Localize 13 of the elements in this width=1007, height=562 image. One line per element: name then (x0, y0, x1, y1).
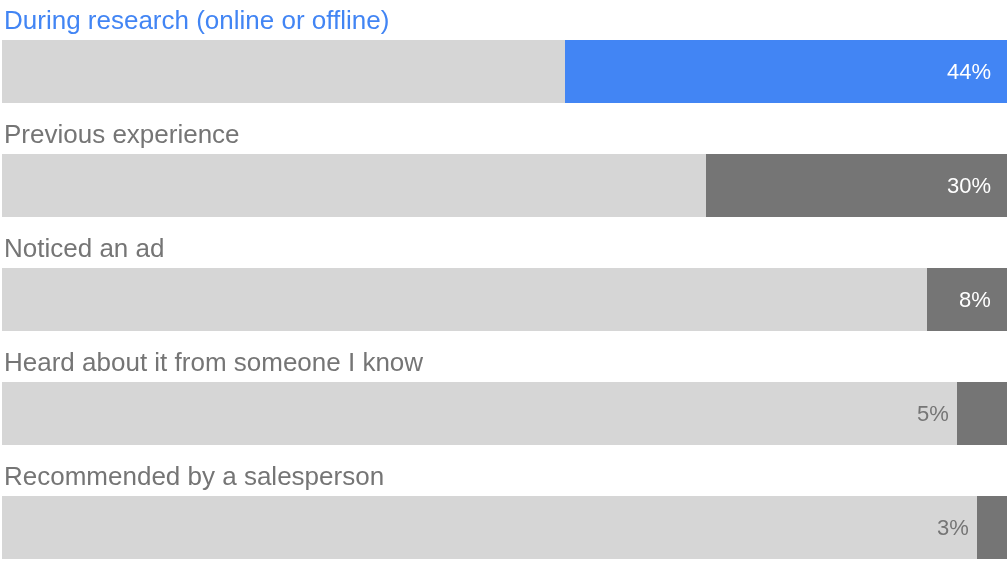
bar (956, 381, 1007, 445)
data-label: 30% (947, 173, 992, 198)
y-tick-label: During research (online or offline) (4, 5, 390, 35)
bar (976, 495, 1007, 559)
data-label: 8% (959, 287, 991, 312)
bar (926, 267, 1007, 331)
y-tick-label: Recommended by a salesperson (4, 461, 385, 491)
data-label: 5% (917, 401, 949, 426)
y-tick-label: Previous experience (4, 119, 240, 149)
data-label: 44% (947, 59, 992, 84)
data-label: 3% (937, 515, 969, 540)
y-tick-label: Noticed an ad (4, 233, 165, 263)
y-tick-label: Heard about it from someone I know (4, 347, 424, 377)
